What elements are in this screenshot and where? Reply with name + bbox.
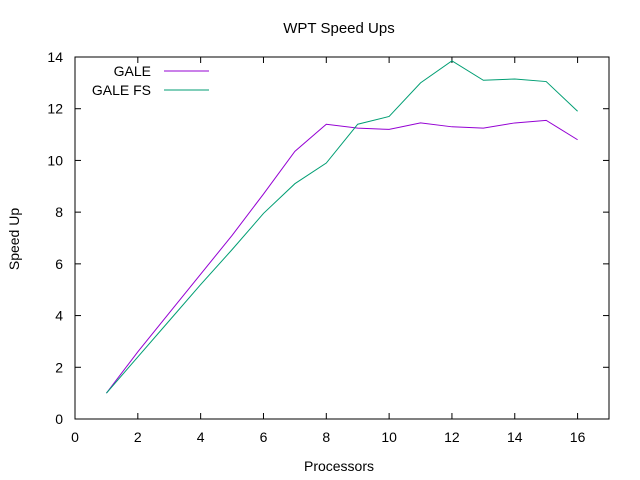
y-tick-label: 0 [55,411,63,427]
series-line-gale-fs [106,60,578,394]
series-line-gale [106,119,578,394]
legend-label: GALE FS [92,82,151,98]
x-tick-label: 6 [260,429,268,445]
x-tick-label: 12 [444,429,460,445]
x-tick-label: 0 [71,429,79,445]
x-tick-label: 2 [134,429,142,445]
y-tick-label: 10 [47,152,63,168]
legend-label: GALE [114,63,151,79]
plot-area-frame [74,56,610,420]
x-tick-label: 14 [507,429,523,445]
chart-title: WPT Speed Ups [283,20,394,37]
x-tick-label: 8 [322,429,330,445]
y-axis-label: Speed Up [6,208,22,270]
x-axis-label: Processors [304,458,374,474]
y-tick-label: 12 [47,101,63,117]
series-lines [106,60,578,394]
x-tick-label: 10 [381,429,397,445]
y-axis: 0 2 4 6 8 10 12 14 [47,49,609,427]
x-tick-label: 16 [570,429,586,445]
y-tick-label: 14 [47,49,63,65]
legend: GALE GALE FS [92,63,209,98]
x-axis: 0 2 4 6 8 10 12 14 16 [71,57,586,445]
x-tick-label: 4 [197,429,205,445]
y-tick-label: 2 [55,359,63,375]
y-tick-label: 8 [55,204,63,220]
y-tick-label: 6 [55,256,63,272]
y-tick-label: 4 [55,308,63,324]
